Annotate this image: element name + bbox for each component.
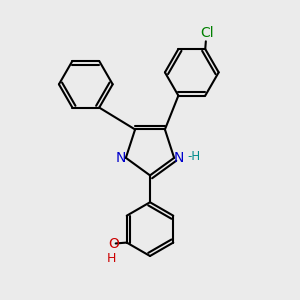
Text: Cl: Cl xyxy=(200,26,214,40)
Text: -H: -H xyxy=(187,150,200,163)
Text: O: O xyxy=(108,237,119,251)
Text: N: N xyxy=(116,151,126,165)
Text: H: H xyxy=(107,252,116,266)
Text: N: N xyxy=(173,151,184,165)
